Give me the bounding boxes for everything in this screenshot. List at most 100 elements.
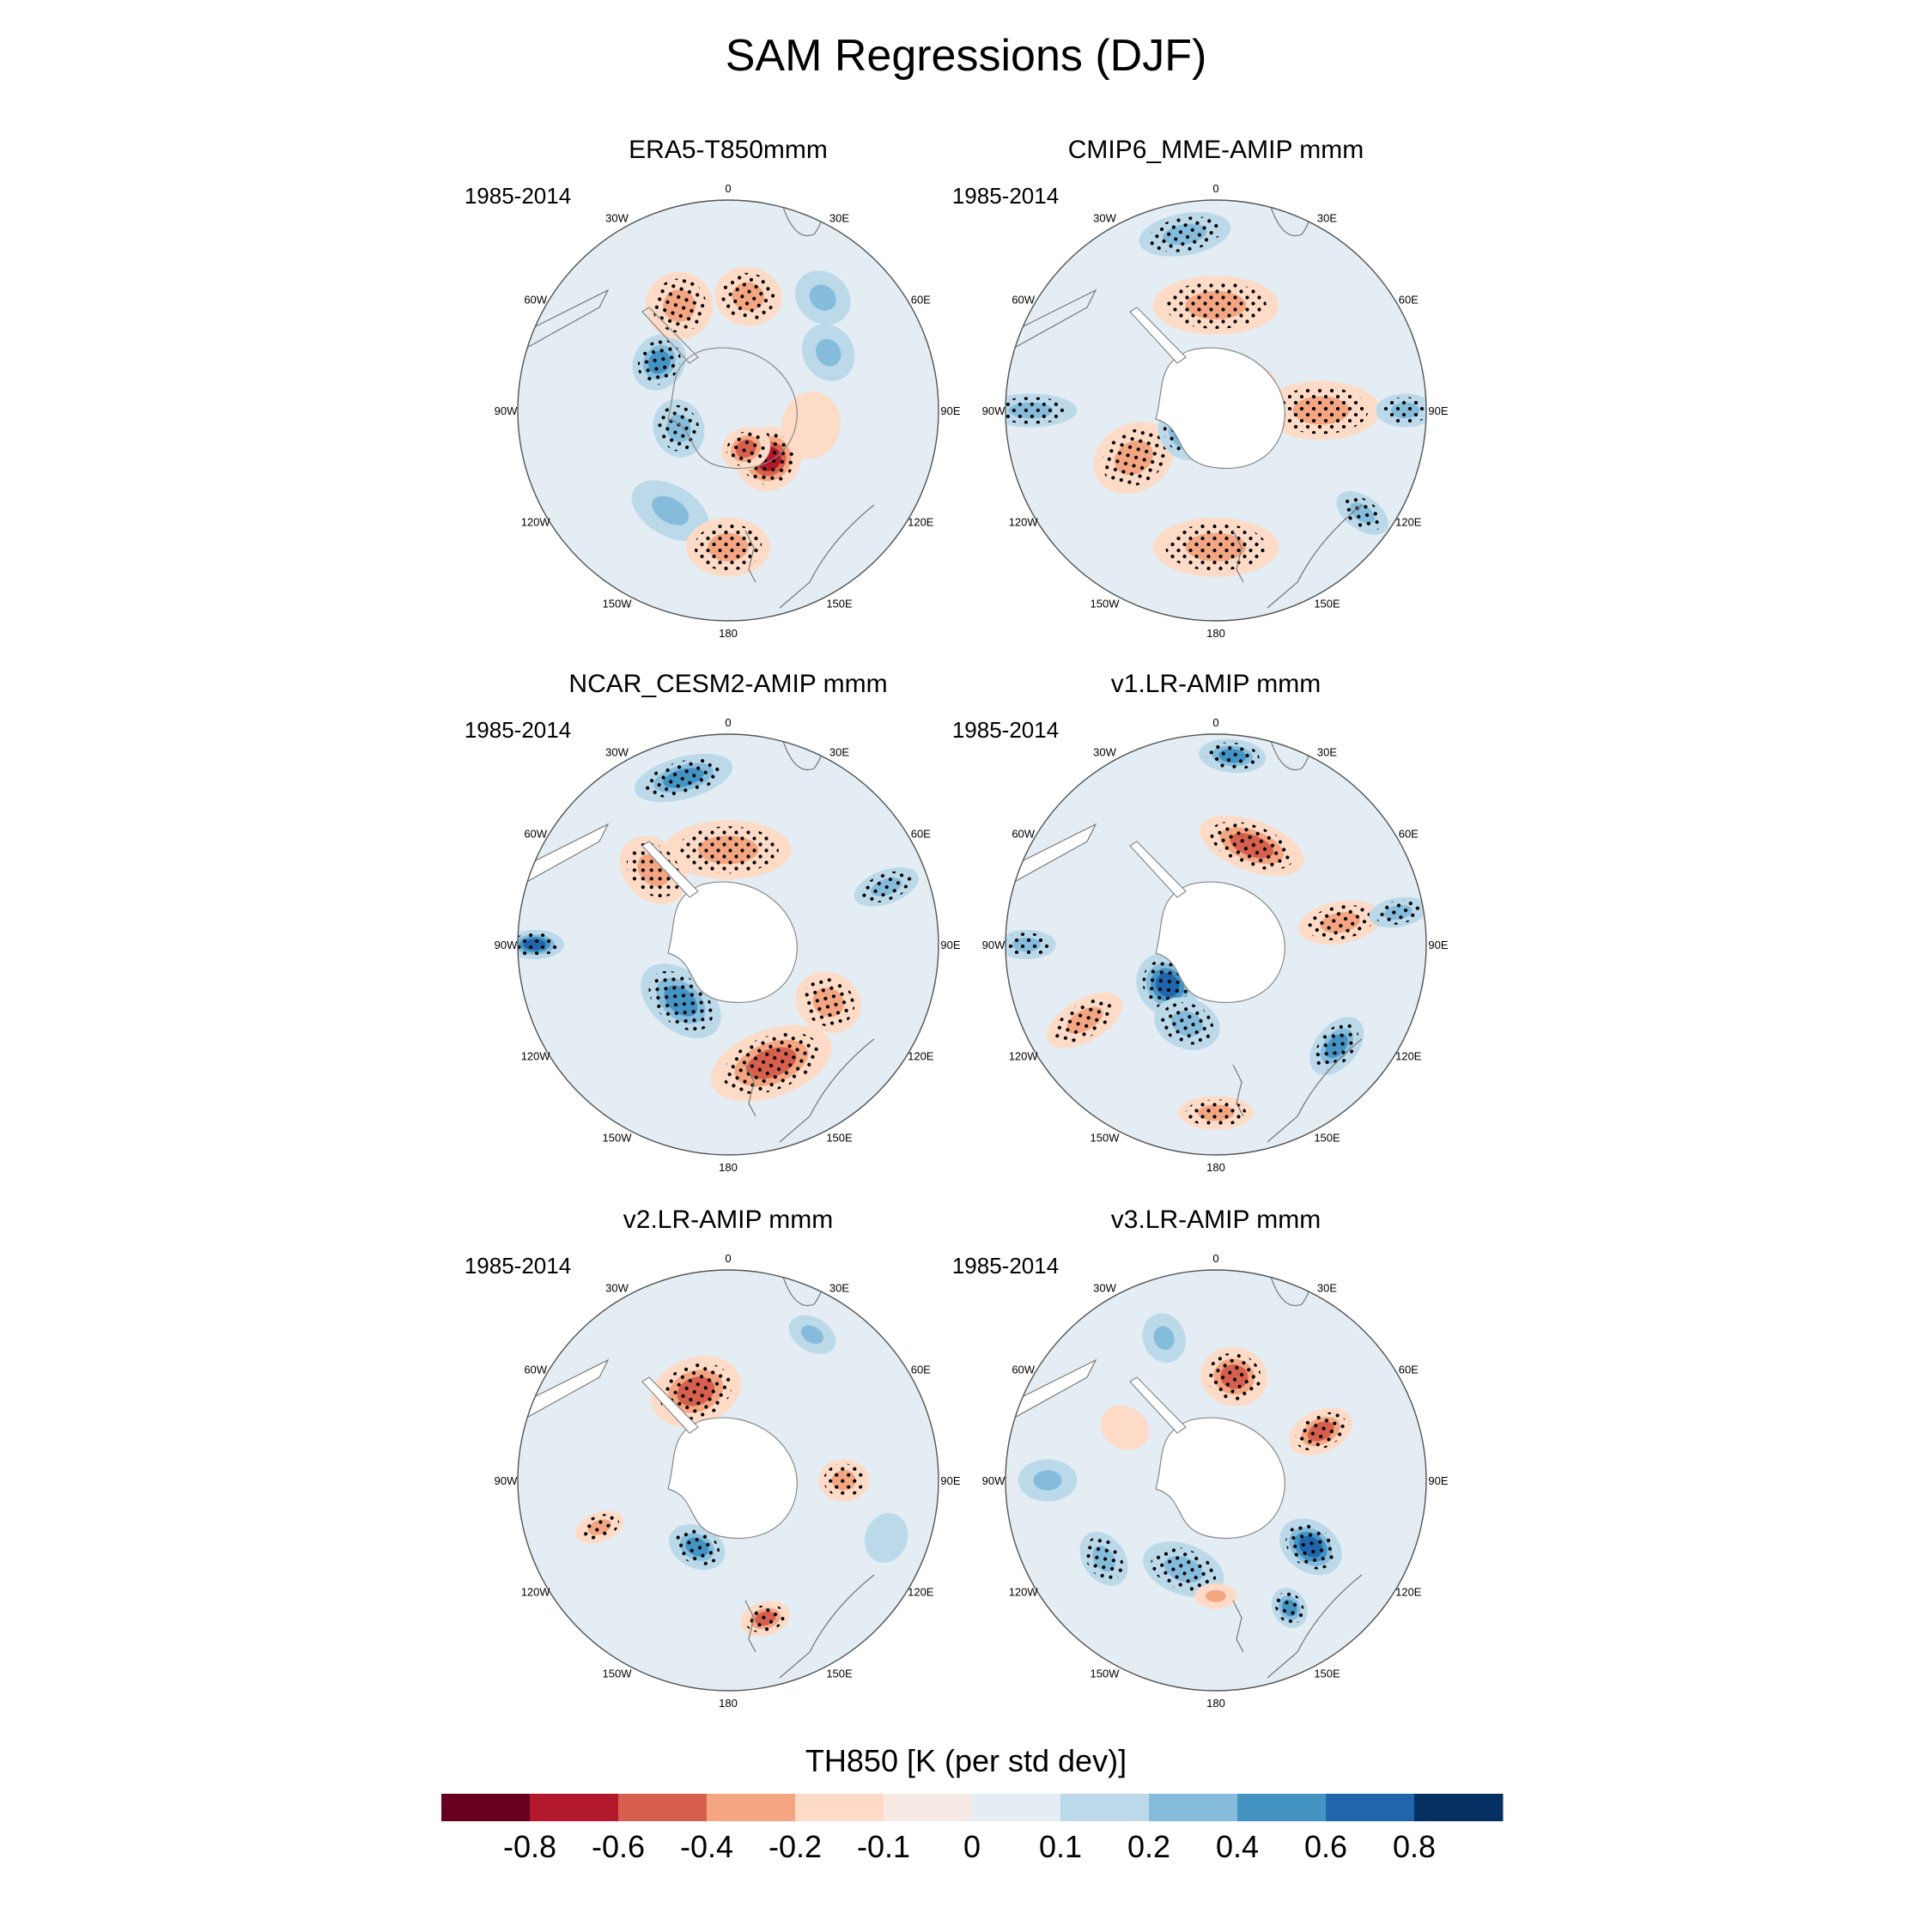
antarctica-coastline — [667, 1417, 798, 1540]
contour-field — [1005, 200, 1426, 621]
significance-stipple — [626, 842, 681, 897]
longitude-label: 60W — [1012, 1364, 1035, 1376]
colorbar-tick: -0.1 — [857, 1829, 910, 1864]
significance-stipple — [1005, 933, 1050, 957]
significance-stipple — [1005, 397, 1068, 424]
contour-field — [1005, 1270, 1426, 1691]
period-label: 1985-2014 — [952, 717, 1059, 743]
longitude-label: 90E — [1428, 1474, 1448, 1487]
figure-title: SAM Regressions (DJF) — [726, 31, 1207, 81]
longitude-label: 90W — [495, 1474, 518, 1487]
significance-stipple — [648, 970, 714, 1031]
longitude-label: 120W — [1009, 516, 1039, 529]
longitude-label: 120E — [1395, 516, 1422, 529]
longitude-label: 90W — [982, 1474, 1005, 1487]
longitude-label: 90W — [982, 404, 1005, 417]
longitude-label: 120W — [521, 516, 551, 529]
longitude-label: 150W — [603, 1667, 633, 1680]
colorbar-tick: 0 — [963, 1829, 981, 1864]
significance-stipple — [1285, 1523, 1336, 1570]
longitude-label: 60W — [1012, 294, 1035, 307]
significance-stipple — [1102, 428, 1166, 487]
anomaly-feature — [818, 1459, 870, 1502]
colorbar-swatch — [707, 1794, 796, 1821]
significance-stipple — [1295, 1412, 1346, 1451]
longitude-label: 60E — [911, 1364, 931, 1376]
colorbar-tick: -0.6 — [592, 1829, 645, 1864]
longitude-label: 180 — [719, 1697, 738, 1710]
contour-band — [1033, 1470, 1062, 1491]
significance-stipple — [1341, 495, 1383, 531]
map-border — [517, 733, 939, 1156]
longitude-label: 150W — [1091, 1667, 1121, 1680]
contour-band — [793, 404, 829, 446]
longitude-label: 120E — [1395, 1050, 1422, 1063]
longitude-label: 180 — [719, 627, 738, 640]
anomaly-feature — [668, 1524, 726, 1571]
panel-title: v3.LR-AMIP mmm — [1111, 1206, 1321, 1234]
colorbar-tick: 0.8 — [1393, 1829, 1436, 1864]
contour-band — [809, 284, 836, 311]
significance-stipple — [1160, 1002, 1214, 1045]
longitude-label: 60E — [1399, 294, 1419, 307]
contour-band — [1153, 1326, 1175, 1351]
contour-field — [1005, 734, 1426, 1155]
anomaly-feature — [865, 1513, 908, 1563]
significance-stipple — [1315, 1022, 1358, 1070]
antarctica-coastline — [1155, 881, 1285, 1004]
anomaly-feature — [686, 517, 770, 577]
anomaly-feature — [1309, 1017, 1364, 1076]
colorbar-tick: -0.2 — [769, 1829, 822, 1864]
longitude-label: 150E — [1314, 1131, 1340, 1144]
longitude-label: 90E — [1428, 939, 1448, 951]
longitude-label: 150W — [603, 597, 633, 610]
map-border — [1005, 1269, 1427, 1692]
colorbar-swatch — [1149, 1794, 1238, 1821]
new-zealand-outline — [1232, 530, 1244, 583]
new-zealand-outline — [1232, 1600, 1244, 1653]
anomaly-feature — [1154, 997, 1220, 1050]
contour-band — [872, 1522, 900, 1553]
contour-band — [800, 1325, 824, 1345]
colorbar-tick: 0.2 — [1127, 1829, 1170, 1864]
antarctic-peninsula — [641, 307, 699, 364]
longitude-label: 150W — [603, 1131, 633, 1144]
antarctic-peninsula — [1129, 841, 1187, 898]
map-panel-6: v3.LR-AMIP mmm 1985-2014 0 30E 60E 90E 120E 150… — [952, 1206, 1449, 1710]
anomaly-feature — [710, 1024, 832, 1102]
anomaly-feature — [631, 480, 709, 542]
longitude-label: 30W — [1093, 746, 1116, 759]
longitude-label: 30W — [605, 746, 629, 759]
anomaly-feature — [721, 426, 771, 471]
antarctica-coastline — [1155, 1417, 1285, 1540]
anomaly-feature — [1200, 815, 1304, 877]
anomaly-feature — [801, 324, 855, 381]
longitude-label: 150W — [1091, 597, 1121, 610]
australia-outline — [779, 1038, 875, 1143]
colorbar-title: TH850 [K (per std dev)] — [805, 1743, 1127, 1778]
significance-stipple — [1054, 998, 1115, 1043]
longitude-label: 60W — [524, 1364, 547, 1376]
colorbar-swatch — [1326, 1794, 1415, 1821]
anomaly-feature — [794, 270, 851, 325]
colorbar-tick: -0.8 — [503, 1829, 556, 1864]
significance-stipple — [580, 1514, 619, 1540]
period-label: 1985-2014 — [465, 183, 571, 209]
significance-stipple — [726, 431, 766, 466]
longitude-label: 60E — [1399, 1364, 1419, 1376]
longitude-label: 0 — [725, 182, 731, 195]
colorbar-swatch — [618, 1794, 708, 1821]
longitude-label: 30E — [829, 212, 849, 225]
longitude-label: 0 — [725, 716, 731, 729]
new-zealand-outline — [744, 1064, 756, 1117]
map-panels: ERA5-T850mmm 1985-2014 0 30E 60E 90E 120E 150E 1… — [465, 136, 1449, 1710]
panel-title: v2.LR-AMIP mmm — [623, 1206, 833, 1234]
anomaly-feature — [1139, 212, 1231, 257]
significance-stipple — [823, 1463, 865, 1498]
significance-stipple — [1375, 900, 1422, 925]
anomaly-feature — [1018, 1459, 1078, 1502]
australia-outline — [1267, 504, 1363, 609]
significance-stipple — [659, 1363, 732, 1420]
period-label: 1985-2014 — [465, 717, 571, 743]
anomaly-feature — [795, 971, 861, 1033]
